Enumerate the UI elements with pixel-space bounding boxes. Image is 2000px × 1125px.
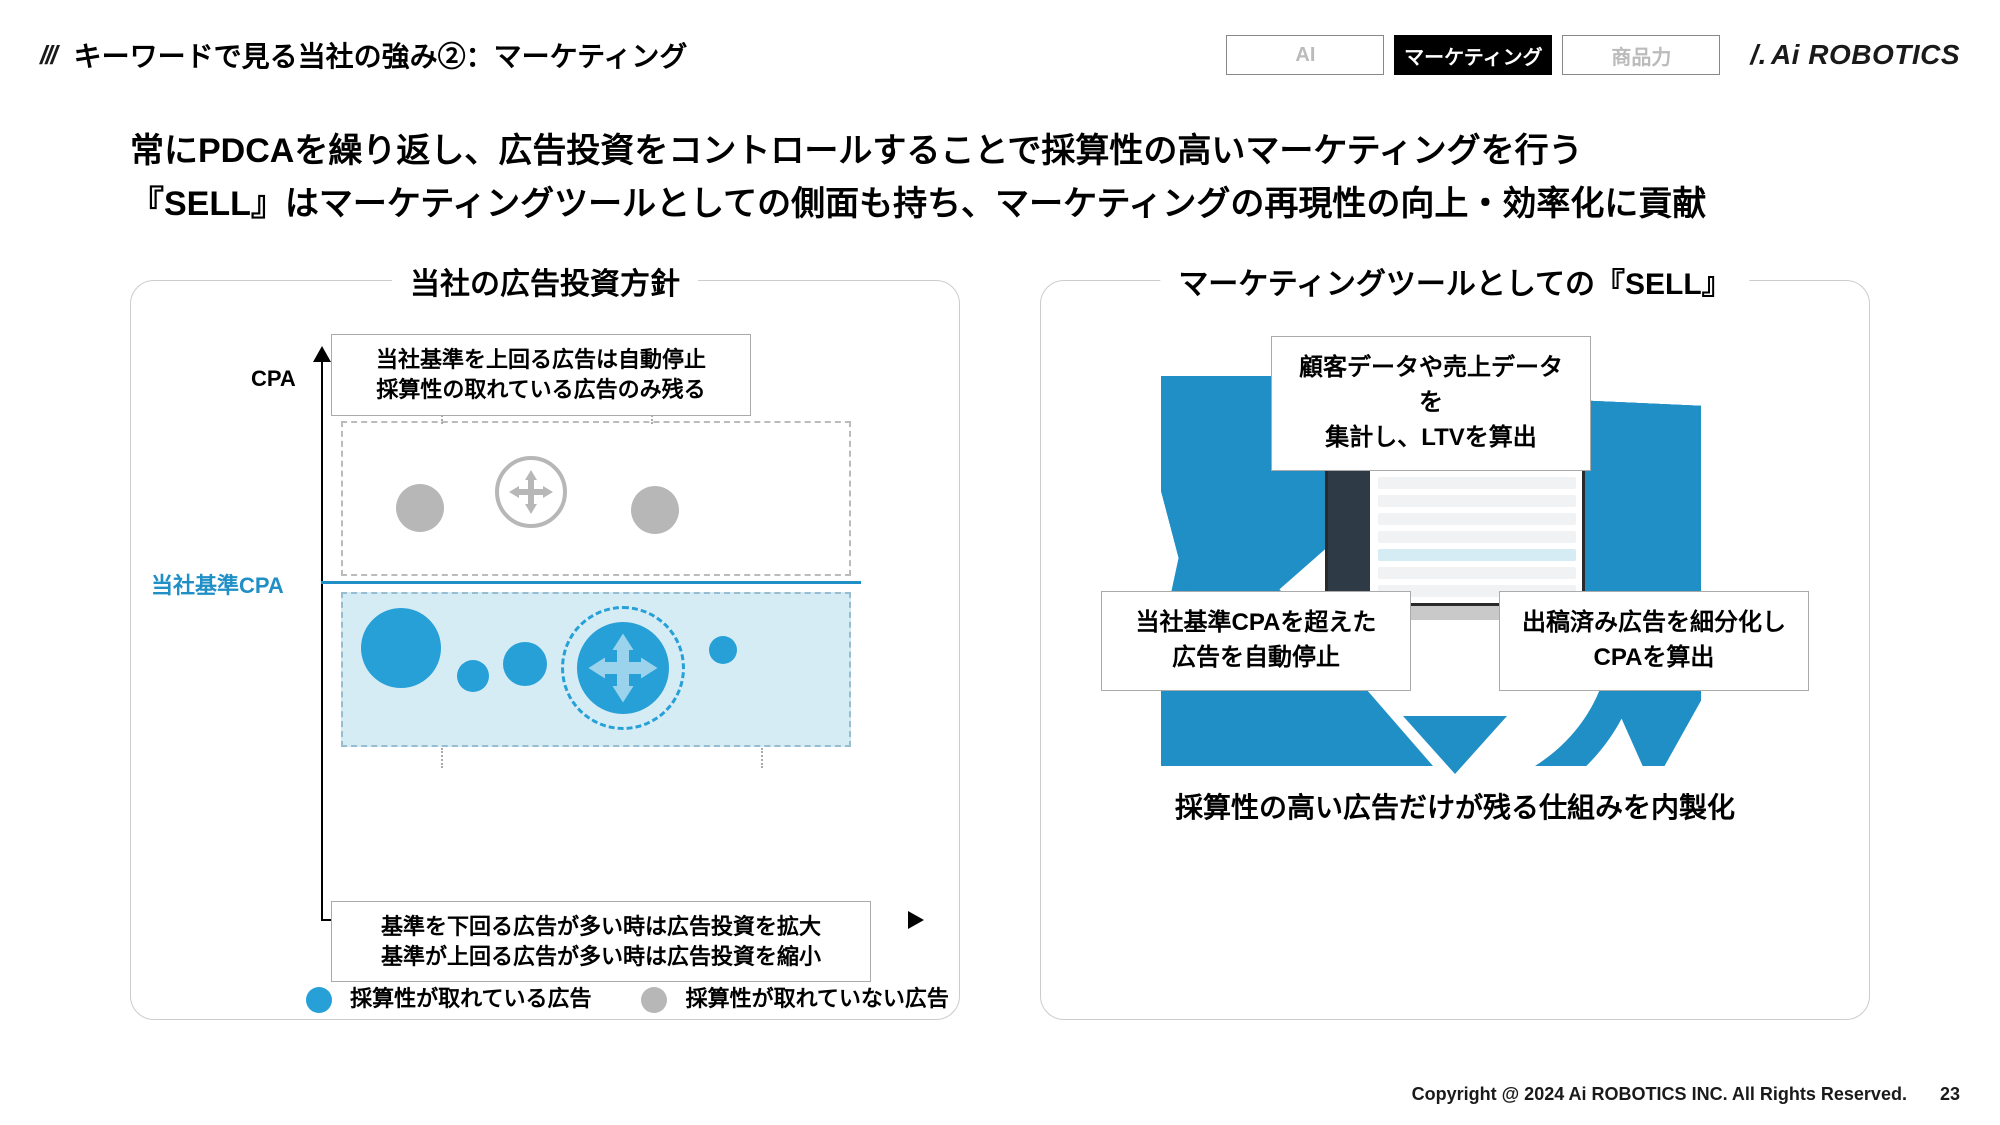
logo: /. Ai ROBOTICS [1750, 39, 1960, 71]
triangle-down-icon [1403, 716, 1507, 774]
left-panel-title: 当社の広告投資方針 [392, 259, 698, 303]
expand-icon [495, 456, 567, 528]
legend-unprofitable: 採算性が取れていない広告 [641, 981, 948, 1013]
left-panel: 当社の広告投資方針 CPA 当社基準CPA 当社基準を上回る広告は自動停止 採算… [130, 280, 960, 1020]
arrow-up-icon [313, 346, 331, 362]
right-panel-title: マーケティングツールとしての『SELL』 [1160, 259, 1749, 303]
y-axis-label: CPA [251, 366, 296, 392]
y-axis [321, 356, 323, 921]
tabs: AI マーケティング 商品力 [1226, 35, 1720, 75]
page-number: 23 [1940, 1084, 1960, 1104]
lower-callout-l2: 基準が上回る広告が多い時は広告投資を縮小 [344, 942, 858, 972]
cycle-box-top: 顧客データや売上データを 集計し、LTVを算出 [1271, 336, 1591, 470]
upper-callout-l1: 当社基準を上回る広告は自動停止 [344, 345, 738, 375]
connector [441, 748, 443, 768]
headline-line2: 『SELL』はマーケティングツールとしての側面も持ち、マーケティングの再現性の向… [130, 178, 1870, 231]
connector [761, 748, 763, 768]
legend: 採算性が取れている広告 採算性が取れていない広告 [306, 981, 949, 1013]
slide-title: キーワードで見る当社の強み②：マーケティング [74, 35, 1227, 75]
tab-product[interactable]: 商品力 [1562, 35, 1720, 75]
logo-mark-icon: /. [1750, 39, 1767, 71]
upper-callout-l2: 採算性の取れている広告のみ残る [344, 375, 738, 405]
two-col: 当社の広告投資方針 CPA 当社基準CPA 当社基準を上回る広告は自動停止 採算… [0, 260, 2000, 1020]
cpa-line-label: 当社基準CPA [151, 568, 284, 600]
expand-icon [561, 606, 685, 730]
upper-callout: 当社基準を上回る広告は自動停止 採算性の取れている広告のみ残る [331, 334, 751, 415]
lower-callout-l1: 基準を下回る広告が多い時は広告投資を拡大 [344, 912, 858, 942]
arrow-right-icon [908, 911, 924, 929]
legend-dot-icon [306, 987, 332, 1013]
cycle: 顧客データや売上データを 集計し、LTVを算出 当社基準CPAを超えた 広告を自… [1071, 316, 1839, 994]
header: /// キーワードで見る当社の強み②：マーケティング AI マーケティング 商品… [0, 0, 2000, 75]
cycle-box-right: 出稿済み広告を細分化し CPAを算出 [1499, 591, 1809, 691]
cycle-box-left: 当社基準CPAを超えた 広告を自動停止 [1101, 591, 1411, 691]
right-panel: マーケティングツールとしての『SELL』 [1040, 280, 1870, 1020]
lower-callout: 基準を下回る広告が多い時は広告投資を拡大 基準が上回る広告が多い時は広告投資を縮… [331, 901, 871, 982]
slashes-icon: /// [40, 40, 56, 71]
legend-profitable: 採算性が取れている広告 [306, 981, 591, 1013]
legend-dot-icon [641, 987, 667, 1013]
headline-line1: 常にPDCAを繰り返し、広告投資をコントロールすることで採算性の高いマーケティン… [130, 125, 1870, 178]
copyright: Copyright @ 2024 Ai ROBOTICS INC. All Ri… [1412, 1084, 1907, 1104]
bubble-profitable [361, 608, 441, 688]
result-text: 採算性の高い広告だけが残る仕組みを内製化 [1071, 786, 1839, 826]
logo-text: Ai ROBOTICS [1771, 39, 1960, 71]
footer: Copyright @ 2024 Ai ROBOTICS INC. All Ri… [1412, 1084, 1960, 1105]
chart: CPA 当社基準CPA 当社基準を上回る広告は自動停止 採算性の取れている広告の… [161, 316, 929, 936]
tab-marketing[interactable]: マーケティング [1394, 35, 1552, 75]
tab-ai[interactable]: AI [1226, 35, 1384, 75]
headline: 常にPDCAを繰り返し、広告投資をコントロールすることで採算性の高いマーケティン… [0, 75, 2000, 260]
cpa-line [321, 581, 861, 584]
